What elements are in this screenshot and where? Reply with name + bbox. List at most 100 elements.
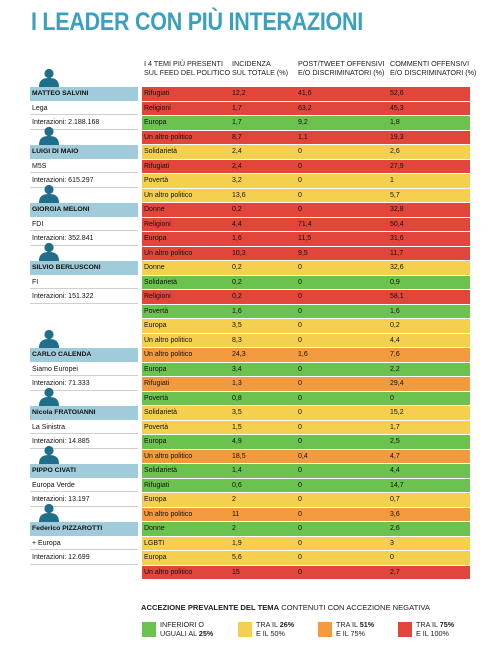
legend-orange-line1: TRA IL bbox=[336, 620, 360, 629]
leader-avatar-icon bbox=[38, 126, 60, 145]
cell-comments: 2,7 bbox=[390, 568, 400, 576]
cell-topic: Rifugiati bbox=[144, 380, 170, 388]
cell-incidence: 0,2 bbox=[232, 206, 242, 214]
cell-topic: Povertà bbox=[144, 177, 169, 185]
leader-interactions: Interazioni: 2.188.168 bbox=[30, 116, 138, 130]
cell-post: 0 bbox=[298, 322, 302, 330]
table-row: Europa 5,6 0 0 bbox=[142, 551, 470, 565]
cell-incidence: 12,2 bbox=[232, 90, 246, 98]
table-row: Europa 1,6 11,5 31,6 bbox=[142, 232, 470, 246]
legend-title: ACCEZIONE PREVALENTE DEL TEMA CONTENUTI … bbox=[141, 603, 430, 612]
legend-swatch-green bbox=[142, 622, 156, 637]
cell-post: 0 bbox=[298, 365, 302, 373]
table-row: Religioni 1,7 63,2 45,3 bbox=[142, 101, 470, 115]
cell-incidence: 10,3 bbox=[232, 249, 246, 257]
legend-yellow-line1: TRA IL bbox=[256, 620, 280, 629]
table-row: Un altro politico 24,3 1,6 7,6 bbox=[142, 348, 470, 362]
table-row: Donne 0,2 0 32,6 bbox=[142, 261, 470, 275]
cell-post: 0 bbox=[298, 191, 302, 199]
cell-incidence: 13,6 bbox=[232, 191, 246, 199]
table-row: Rifugiati 2,4 0 27,9 bbox=[142, 159, 470, 173]
table-row: Solidarietà 0,2 0 0,9 bbox=[142, 275, 470, 289]
cell-comments: 1,8 bbox=[390, 119, 400, 127]
cell-incidence: 1,4 bbox=[232, 467, 242, 475]
table-row: Europa 4,9 0 2,5 bbox=[142, 435, 470, 449]
table-row: Religioni 0,2 0 58,1 bbox=[142, 290, 470, 304]
cell-topic: Donne bbox=[144, 206, 165, 214]
cell-comments: 5,7 bbox=[390, 191, 400, 199]
cell-post: 0 bbox=[298, 423, 302, 431]
cell-topic: Un altro politico bbox=[144, 510, 193, 518]
table-row: Solidarietà 1,4 0 4,4 bbox=[142, 464, 470, 478]
table-row: Un altro politico 11 0 3,6 bbox=[142, 507, 470, 521]
cell-topic: Europa bbox=[144, 235, 167, 243]
table-row: Un altro politico 18,5 0,4 4,7 bbox=[142, 449, 470, 463]
legend-green-bold: 25% bbox=[198, 628, 214, 638]
cell-comments: 0 bbox=[390, 554, 394, 562]
leader-party: FDI bbox=[30, 218, 138, 231]
cell-topic: Rifugiati bbox=[144, 162, 170, 170]
cell-post: 0 bbox=[298, 380, 302, 388]
legend-swatch-red bbox=[398, 622, 412, 637]
column-header-post: POST/TWEET OFFENSIVI E/O DISCRIMINATORI … bbox=[298, 59, 385, 77]
legend-text-orange: TRA IL 51% E IL 75% bbox=[336, 620, 375, 638]
leader-name: SILVIO BERLUSCONI bbox=[30, 261, 138, 275]
cell-comments: 31,6 bbox=[390, 235, 404, 243]
cell-comments: 14,7 bbox=[390, 481, 404, 489]
cell-post: 0 bbox=[298, 278, 302, 286]
leader-avatar-icon bbox=[38, 184, 60, 203]
table-row: Donne 2 0 2,6 bbox=[142, 522, 470, 536]
cell-comments: 3 bbox=[390, 539, 394, 547]
cell-incidence: 3,4 bbox=[232, 365, 242, 373]
cell-post: 0 bbox=[298, 177, 302, 185]
leader-interactions: Interazioni: 14.885 bbox=[30, 435, 138, 449]
leader-party: M5S bbox=[30, 160, 138, 173]
cell-comments: 32,8 bbox=[390, 206, 404, 214]
legend-title-rest: CONTENUTI CON ACCEZIONE NEGATIVA bbox=[281, 603, 430, 612]
cell-topic: Povertà bbox=[144, 394, 169, 402]
leader-party: Siamo Europei bbox=[30, 363, 138, 376]
cell-comments: 0,7 bbox=[390, 496, 400, 504]
legend-red-bold: 75% bbox=[439, 620, 455, 629]
column-header-topic-line2: SUL FEED DEL POLITICO bbox=[144, 67, 231, 77]
cell-incidence: 1,5 bbox=[232, 423, 242, 431]
table-row: Povertà 0,8 0 0 bbox=[142, 391, 470, 405]
table-row: Povertà 3,2 0 1 bbox=[142, 174, 470, 188]
cell-topic: Europa bbox=[144, 322, 167, 330]
legend-red-line1: TRA IL bbox=[416, 620, 440, 629]
legend-yellow-line2: E IL 50% bbox=[256, 628, 285, 638]
column-header-incidence-line2: SUL TOTALE (%) bbox=[232, 67, 289, 77]
cell-topic: Un altro politico bbox=[144, 336, 193, 344]
cell-comments: 45,3 bbox=[390, 104, 404, 112]
table-row: Donne 0,2 0 32,8 bbox=[142, 203, 470, 217]
legend-orange-bold: 51% bbox=[359, 620, 375, 629]
cell-incidence: 2,4 bbox=[232, 162, 242, 170]
leader-party: + Europa bbox=[30, 537, 138, 550]
cell-incidence: 1,6 bbox=[232, 235, 242, 243]
cell-incidence: 2,4 bbox=[232, 148, 242, 156]
cell-topic: Solidarietà bbox=[144, 467, 178, 475]
legend-text-red: TRA IL 75% E IL 100% bbox=[416, 620, 455, 638]
cell-comments: 2,2 bbox=[390, 365, 400, 373]
cell-comments: 1,7 bbox=[390, 423, 400, 431]
cell-comments: 0 bbox=[390, 394, 394, 402]
cell-incidence: 1,7 bbox=[232, 104, 242, 112]
table-row: Rifugiati 0,6 0 14,7 bbox=[142, 478, 470, 492]
cell-comments: 1,6 bbox=[390, 307, 400, 315]
legend-swatch-orange bbox=[318, 622, 332, 637]
cell-incidence: 3,5 bbox=[232, 322, 242, 330]
cell-comments: 2,6 bbox=[390, 525, 400, 533]
cell-incidence: 1,9 bbox=[232, 539, 242, 547]
legend-text-yellow: TRA IL 26% E IL 50% bbox=[256, 620, 294, 638]
column-header-comments-line2: E/O DISCRIMINATORI (%) bbox=[390, 67, 477, 77]
cell-post: 0 bbox=[298, 293, 302, 301]
table-row: Un altro politico 8,3 0 4,4 bbox=[142, 333, 470, 347]
cell-topic: Europa bbox=[144, 438, 167, 446]
column-header-post-line2: E/O DISCRIMINATORI (%) bbox=[298, 67, 385, 77]
leader-avatar-icon bbox=[38, 503, 60, 522]
cell-post: 63,2 bbox=[298, 104, 312, 112]
cell-comments: 7,6 bbox=[390, 351, 400, 359]
table-row: Religioni 4,4 71,4 50,4 bbox=[142, 217, 470, 231]
cell-incidence: 18,5 bbox=[232, 452, 246, 460]
leader-party: La Sinistra bbox=[30, 421, 138, 434]
